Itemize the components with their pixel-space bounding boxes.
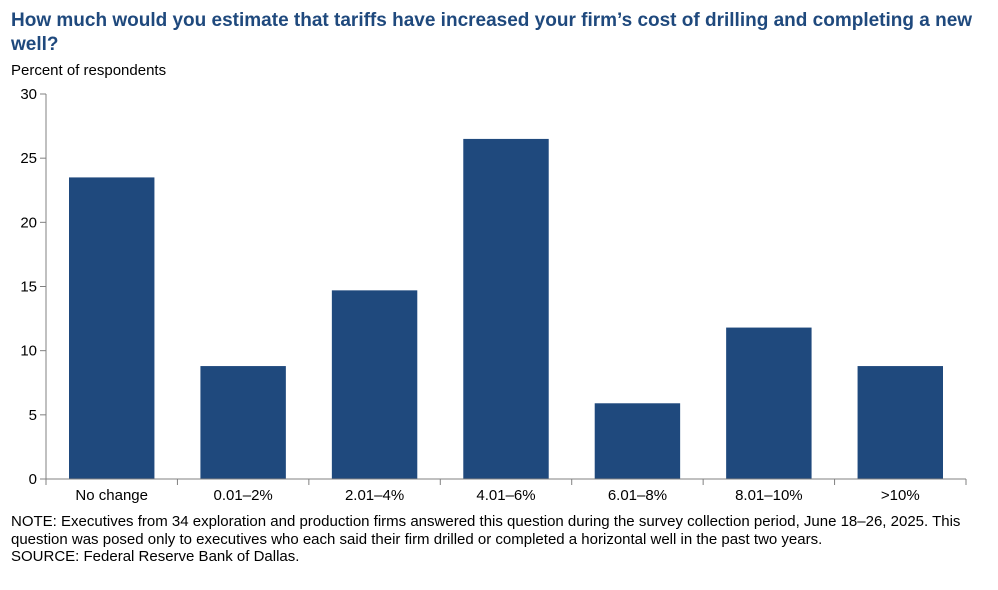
x-tick-label: No change	[75, 487, 148, 504]
y-tick-label: 5	[29, 407, 37, 424]
bar	[69, 177, 155, 479]
y-tick-label: 15	[20, 279, 37, 296]
footnote: NOTE: Executives from 34 exploration and…	[11, 513, 986, 566]
y-tick-label: 0	[29, 471, 37, 488]
x-tick-label: 6.01–8%	[608, 487, 667, 504]
x-tick-label: >10%	[881, 487, 920, 504]
bar	[594, 403, 681, 479]
x-axis-ticks: No change 0.01–2% 2.01–4% 4.01–6% 6.01–8% 8.0…	[45, 479, 967, 504]
bar	[857, 366, 943, 479]
bar	[200, 366, 286, 479]
bar	[463, 138, 549, 479]
y-tick-label: 25	[20, 150, 37, 167]
bars	[69, 138, 943, 479]
x-tick-label: 0.01–2%	[214, 487, 273, 504]
x-tick-label: 2.01–4%	[345, 487, 404, 504]
axes	[45, 94, 966, 480]
y-axis-label: Percent of respondents	[11, 62, 167, 79]
y-axis-ticks: 0 5 10 15 20 25 30	[20, 86, 46, 488]
y-tick-label: 10	[20, 343, 37, 360]
bar-chart: 0 5 10 15 20 25 30 No change 0.01–2% 2.01–4% 4.01…	[20, 86, 967, 504]
bar	[331, 290, 418, 479]
chart-title: How much would you estimate that tariffs…	[11, 10, 973, 55]
y-tick-label: 20	[20, 214, 37, 231]
source-text: SOURCE: Federal Reserve Bank of Dallas.	[11, 548, 300, 565]
y-tick-label: 30	[20, 86, 37, 103]
x-tick-label: 4.01–6%	[476, 487, 535, 504]
x-tick-label: 8.01–10%	[735, 487, 803, 504]
note-text: NOTE: Executives from 34 exploration and…	[11, 513, 961, 548]
bar	[726, 327, 812, 479]
